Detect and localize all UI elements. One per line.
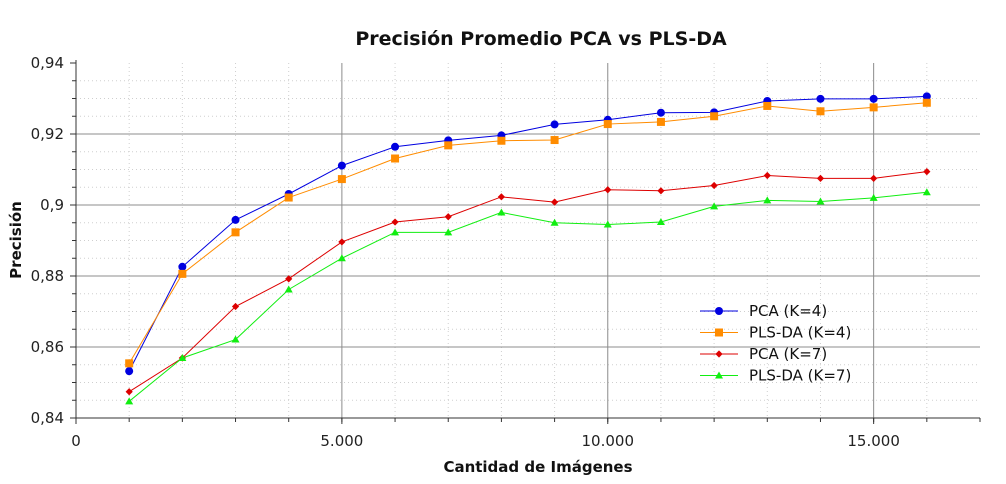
y-tick-label: 0,92 bbox=[31, 125, 64, 143]
legend-swatch-marker bbox=[715, 350, 723, 358]
data-point bbox=[337, 161, 346, 170]
data-point bbox=[284, 193, 293, 202]
data-point bbox=[444, 213, 452, 221]
data-point bbox=[922, 188, 931, 196]
y-tick-label: 0,88 bbox=[31, 267, 64, 285]
axes: 0 5.000 10.000 15.000 0,84 0,86 0,88 0,9 0,92 0,9… bbox=[31, 54, 981, 450]
data-point bbox=[285, 275, 293, 283]
data-point bbox=[656, 218, 665, 226]
y-tick-label: 0,84 bbox=[31, 409, 64, 427]
series-layer bbox=[125, 92, 931, 405]
legend-label: PCA (K=7) bbox=[749, 345, 827, 363]
series-line bbox=[128, 191, 927, 402]
legend-item: PLS-DA (K=4) bbox=[700, 324, 851, 342]
y-tick-label: 0,86 bbox=[31, 338, 64, 356]
y-tick-label: 0,9 bbox=[40, 196, 64, 214]
data-point bbox=[444, 141, 453, 150]
legend-label: PCA (K=4) bbox=[749, 302, 827, 320]
x-tick-label: 0 bbox=[71, 432, 81, 450]
data-point bbox=[231, 228, 240, 237]
data-point bbox=[763, 171, 771, 180]
data-point bbox=[869, 193, 878, 201]
data-point bbox=[657, 187, 665, 195]
data-point bbox=[816, 197, 825, 205]
series-2 bbox=[125, 98, 931, 368]
data-point bbox=[337, 254, 346, 262]
legend-label: PLS-DA (K=7) bbox=[749, 367, 851, 385]
data-point bbox=[125, 388, 133, 396]
y-tick-label: 0,94 bbox=[31, 54, 64, 72]
grid bbox=[76, 63, 980, 418]
data-point bbox=[550, 136, 559, 145]
y-axis-label: Precisión bbox=[7, 201, 25, 279]
series-3 bbox=[125, 168, 931, 396]
data-point bbox=[178, 262, 187, 271]
data-point bbox=[869, 94, 878, 103]
series-line bbox=[128, 102, 927, 364]
data-point bbox=[550, 198, 559, 206]
legend-swatch-marker bbox=[715, 328, 723, 337]
data-point bbox=[763, 101, 772, 110]
data-point bbox=[710, 112, 719, 121]
data-point bbox=[603, 120, 612, 129]
data-point bbox=[497, 208, 506, 216]
data-point bbox=[816, 107, 825, 116]
data-point bbox=[604, 186, 612, 194]
series-4 bbox=[125, 188, 931, 405]
legend-swatch-marker bbox=[715, 307, 723, 315]
data-point bbox=[391, 142, 400, 151]
legend-item: PLS-DA (K=7) bbox=[700, 367, 851, 385]
series-line bbox=[128, 171, 927, 393]
data-point bbox=[550, 218, 559, 226]
data-point bbox=[391, 228, 400, 236]
data-point bbox=[284, 285, 293, 293]
data-point bbox=[178, 269, 187, 278]
data-point bbox=[656, 117, 665, 126]
x-tick-label: 10.000 bbox=[582, 432, 635, 450]
x-axis-label: Cantidad de Imágenes bbox=[443, 458, 632, 476]
data-point bbox=[922, 98, 931, 107]
data-point bbox=[444, 228, 453, 236]
data-point bbox=[656, 108, 665, 117]
data-point bbox=[338, 238, 346, 246]
data-point bbox=[869, 103, 878, 112]
legend-item: PCA (K=4) bbox=[700, 302, 827, 320]
data-point bbox=[125, 367, 134, 376]
series-line bbox=[128, 95, 927, 372]
x-tick-label: 15.000 bbox=[847, 432, 900, 450]
data-point bbox=[125, 397, 134, 405]
data-point bbox=[816, 94, 825, 103]
data-point bbox=[231, 302, 240, 311]
data-point bbox=[870, 174, 878, 182]
data-point bbox=[497, 136, 506, 145]
data-point bbox=[603, 220, 612, 228]
data-point bbox=[497, 193, 506, 201]
data-point bbox=[923, 168, 931, 176]
data-point bbox=[391, 218, 399, 226]
data-point bbox=[710, 202, 719, 210]
legend-swatch-marker bbox=[715, 371, 723, 379]
legend-label: PLS-DA (K=4) bbox=[749, 324, 851, 342]
data-point bbox=[710, 181, 718, 190]
data-point bbox=[816, 174, 825, 182]
data-point bbox=[763, 196, 772, 204]
chart-title: Precisión Promedio PCA vs PLS-DA bbox=[355, 28, 727, 50]
data-point bbox=[231, 335, 240, 343]
legend: PCA (K=4) PLS-DA (K=4) PCA (K=7) PLS-DA (K=… bbox=[700, 302, 851, 385]
data-point bbox=[922, 92, 931, 101]
data-point bbox=[550, 120, 559, 129]
data-point bbox=[391, 154, 400, 163]
data-point bbox=[125, 359, 134, 368]
data-point bbox=[178, 354, 187, 362]
x-tick-label: 5.000 bbox=[320, 432, 363, 450]
data-point bbox=[231, 215, 240, 224]
data-point bbox=[337, 175, 346, 184]
legend-item: PCA (K=7) bbox=[700, 345, 827, 363]
